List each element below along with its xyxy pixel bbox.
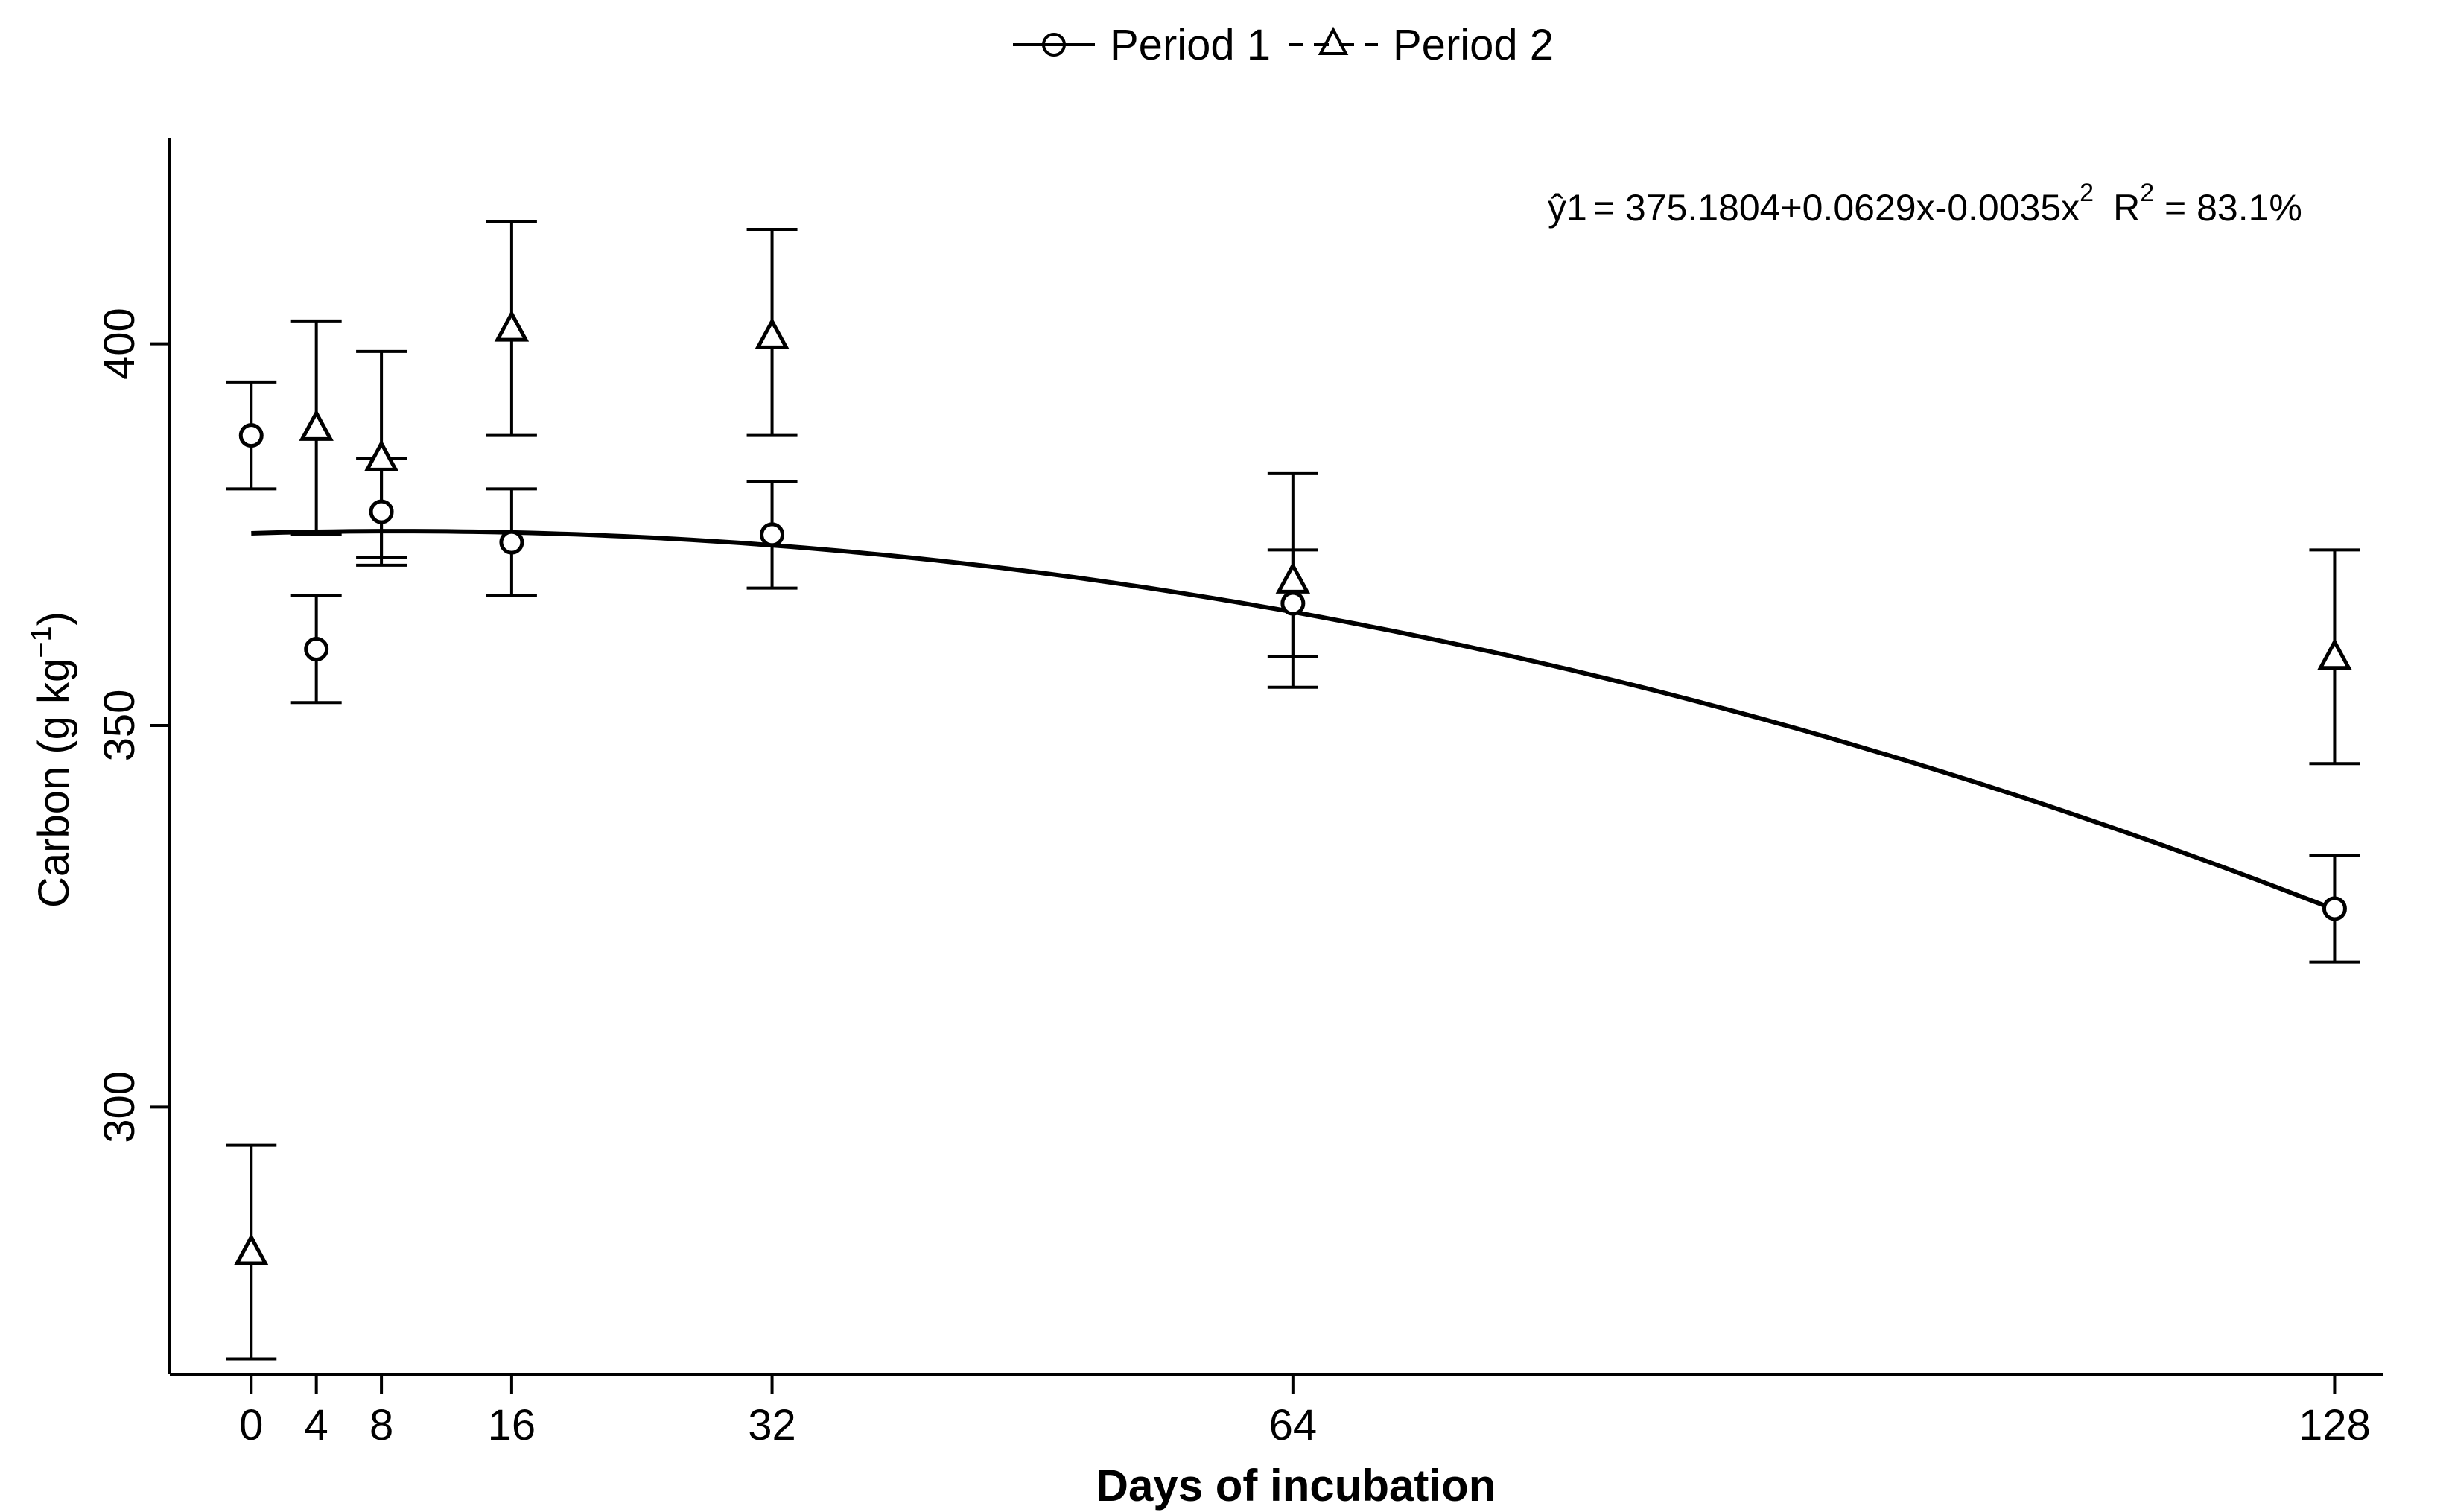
legend-label-period-1: Period 1 [1110,21,1271,69]
point-period-1-day-8 [369,499,394,524]
fit-equation: ŷ1 = 375.1804+0.0629x-0.0035x2 R2 = 83.1% [1548,179,2302,229]
x-tick-label-8: 8 [369,1401,393,1449]
y-tick-label-300: 300 [95,1071,144,1143]
point-period-1-day-0 [238,423,264,448]
x-tick-label-4: 4 [305,1401,328,1449]
x-axis-title: Days of incubation [1096,1461,1496,1511]
y-tick-label-350: 350 [95,690,144,762]
y-axis-title-main: Carbon (g kg [30,658,78,908]
point-period-2-day-0 [234,1233,269,1265]
x-tick-label-64: 64 [1269,1401,1318,1449]
fit-equation-lhs: ŷ1 [1548,187,1587,229]
point-period-2-day-4 [299,409,334,441]
point-period-2-day-64 [1275,562,1311,594]
point-period-2-day-128 [2317,638,2352,670]
fit-equation-exp: 2 [2080,179,2094,207]
data-points [234,309,2352,1265]
point-period-2-day-32 [755,317,790,349]
point-period-1-day-64 [1280,591,1306,616]
fit-r2-value: = 83.1% [2154,187,2302,229]
fit-equation-rhs: = 375.1804+0.0629x-0.0035x [1593,187,2080,229]
x-tick-label-16: 16 [488,1401,536,1449]
fit-r2-label: R [2113,187,2140,229]
error-bars [226,220,2360,1361]
legend-marker-period-2 [1318,26,1349,55]
point-period-1-day-32 [760,522,785,547]
legend: Period 1 Period 2 [1013,21,1554,69]
legend-marker-period-1 [1042,33,1066,57]
y-axis-title-exp: −1 [26,626,57,658]
point-period-2-day-16 [494,309,530,342]
x-ticks: 0 4 8 16 32 64 128 [239,1374,2371,1449]
x-tick-label-128: 128 [2299,1401,2371,1449]
point-period-1-day-16 [499,530,524,555]
y-axis-title: Carbon (g kg−1) [26,612,78,908]
point-period-1-day-128 [2322,896,2347,921]
point-period-1-day-4 [304,637,329,662]
y-tick-label-400: 400 [95,308,144,380]
legend-label-period-2: Period 2 [1393,21,1554,69]
x-tick-label-32: 32 [748,1401,796,1449]
point-period-2-day-8 [363,439,399,471]
fit-r2-exp: 2 [2140,179,2154,207]
y-ticks: 300 350 400 [95,308,170,1143]
x-tick-label-0: 0 [239,1401,263,1449]
y-axis-title-close: ) [30,612,78,626]
